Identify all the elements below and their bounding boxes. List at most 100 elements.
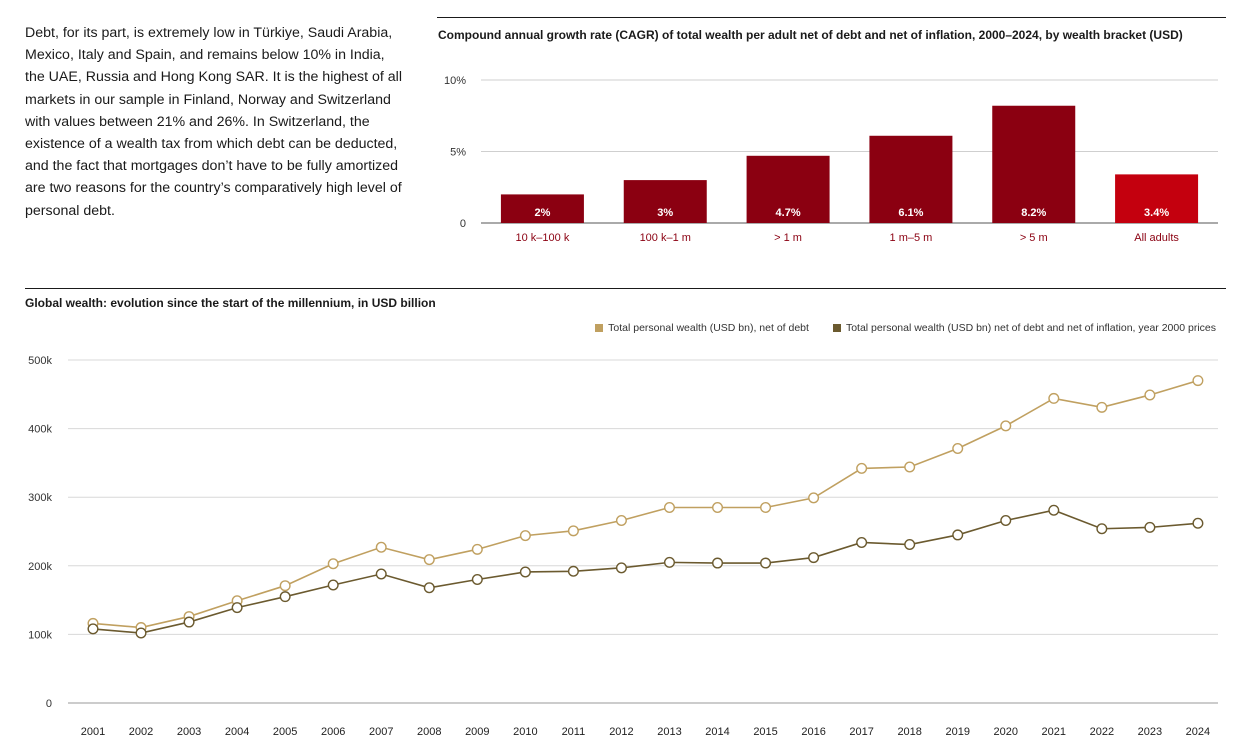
- series-point-nominal: [519, 530, 531, 542]
- bar-value-label: 3.4%: [1144, 207, 1169, 219]
- bar-value-label: 6.1%: [898, 207, 923, 219]
- series-point-real: [375, 568, 387, 580]
- bar-y-tick-label: 10%: [444, 75, 466, 87]
- bar-category-label: 10 k–100 k: [516, 232, 570, 244]
- series-point-nominal: [663, 501, 675, 513]
- series-point-real: [952, 529, 964, 541]
- bar-value-label: 2%: [534, 207, 550, 219]
- line-x-tick-label: 2014: [705, 726, 729, 738]
- line-x-tick-label: 2008: [417, 726, 441, 738]
- series-point-nominal: [567, 525, 579, 537]
- line-x-tick-label: 2022: [1090, 726, 1114, 738]
- bar-category-label: 1 m–5 m: [890, 232, 933, 244]
- series-point-nominal: [471, 543, 483, 555]
- series-line-nominal: [92, 379, 1199, 629]
- series-point-nominal: [952, 442, 964, 454]
- line-x-tick-label: 2004: [225, 726, 249, 738]
- series-point-nominal: [327, 558, 339, 570]
- series-point-nominal: [1192, 375, 1204, 387]
- line-x-tick-label: 2019: [945, 726, 969, 738]
- series-line-real: [92, 509, 1198, 634]
- series-point-real: [423, 582, 435, 594]
- series-point-real: [1192, 517, 1204, 529]
- series-point-real: [904, 539, 916, 551]
- series-point-real: [1000, 515, 1012, 527]
- series-point-nominal: [904, 461, 916, 473]
- line-x-tick-label: 2011: [562, 726, 586, 738]
- series-point-real: [231, 602, 243, 614]
- series-point-real: [808, 552, 820, 564]
- line-x-tick-label: 2020: [994, 726, 1018, 738]
- bar-category-label: All adults: [1134, 232, 1179, 244]
- series-point-real: [1144, 521, 1156, 533]
- bar-chart-title: Compound annual growth rate (CAGR) of to…: [438, 28, 1183, 42]
- line-y-tick-label: 300k: [28, 492, 52, 504]
- series-point-real: [519, 566, 531, 578]
- line-chart-title: Global wealth: evolution since the start…: [25, 296, 436, 310]
- legend-swatch-nominal: [595, 324, 604, 332]
- series-point-real: [279, 591, 291, 603]
- series-point-real: [135, 627, 147, 639]
- line-chart-legend: Total personal wealth (USD bn), net of d…: [595, 322, 1216, 334]
- series-point-real: [615, 562, 627, 574]
- series-point-real: [567, 565, 579, 577]
- series-point-real: [1048, 504, 1060, 516]
- bar: [623, 180, 707, 223]
- series-point-real: [327, 579, 339, 591]
- series-point-real: [712, 557, 724, 569]
- line-x-tick-label: 2007: [369, 726, 393, 738]
- line-x-tick-label: 2005: [273, 726, 297, 738]
- line-x-tick-label: 2021: [1042, 726, 1066, 738]
- series-point-nominal: [615, 515, 627, 527]
- line-x-tick-label: 2023: [1138, 726, 1162, 738]
- line-y-tick-label: 100k: [28, 629, 52, 641]
- bar: [746, 155, 830, 223]
- line-x-tick-label: 2016: [801, 726, 825, 738]
- bar: [869, 135, 953, 223]
- line-x-tick-label: 2017: [849, 726, 873, 738]
- series-point-nominal: [279, 580, 291, 592]
- intro-paragraph: Debt, for its part, is extremely low in …: [25, 25, 402, 219]
- series-point-nominal: [760, 501, 772, 513]
- series-point-real: [1096, 523, 1108, 535]
- series-point-nominal: [375, 541, 387, 553]
- line-y-tick-label: 400k: [28, 424, 52, 436]
- bar-value-label: 3%: [657, 207, 673, 219]
- line-x-tick-label: 2002: [129, 726, 153, 738]
- bar-value-label: 4.7%: [776, 207, 801, 219]
- legend-label-nominal: Total personal wealth (USD bn), net of d…: [608, 322, 809, 334]
- bar-value-label: 8.2%: [1021, 207, 1046, 219]
- legend-item-nominal: Total personal wealth (USD bn), net of d…: [595, 322, 809, 334]
- bar-category-label: > 1 m: [774, 232, 802, 244]
- series-point-nominal: [1048, 392, 1060, 404]
- series-point-real: [856, 536, 868, 548]
- line-x-tick-label: 2001: [81, 726, 105, 738]
- series-point-nominal: [1000, 420, 1012, 432]
- bar: [1115, 174, 1199, 223]
- line-y-tick-label: 200k: [28, 561, 52, 573]
- bar-y-tick-label: 0: [460, 218, 466, 230]
- line-chart-top-rule: [25, 288, 1226, 289]
- legend-item-real: Total personal wealth (USD bn) net of de…: [832, 322, 1216, 334]
- series-point-real: [471, 574, 483, 586]
- series-point-nominal: [1096, 401, 1108, 413]
- series-point-nominal: [1144, 389, 1156, 401]
- bar-chart-top-rule: [437, 17, 1226, 18]
- line-y-tick-label: 500k: [28, 355, 52, 367]
- bar-y-tick-label: 5%: [450, 147, 466, 159]
- line-x-tick-label: 2012: [609, 726, 633, 738]
- line-x-tick-label: 2024: [1186, 726, 1210, 738]
- legend-swatch-real: [832, 324, 841, 332]
- series-point-real: [663, 556, 675, 568]
- line-x-tick-label: 2009: [465, 726, 489, 738]
- line-x-tick-label: 2015: [753, 726, 777, 738]
- series-point-nominal: [712, 501, 724, 513]
- series-point-nominal: [856, 462, 868, 474]
- legend-label-real: Total personal wealth (USD bn) net of de…: [845, 322, 1216, 334]
- bar: [992, 105, 1076, 223]
- line-x-tick-label: 2003: [177, 726, 201, 738]
- bar-category-label: > 5 m: [1020, 232, 1048, 244]
- series-point-nominal: [808, 492, 820, 504]
- line-x-tick-label: 2006: [321, 726, 345, 738]
- series-point-real: [760, 557, 772, 569]
